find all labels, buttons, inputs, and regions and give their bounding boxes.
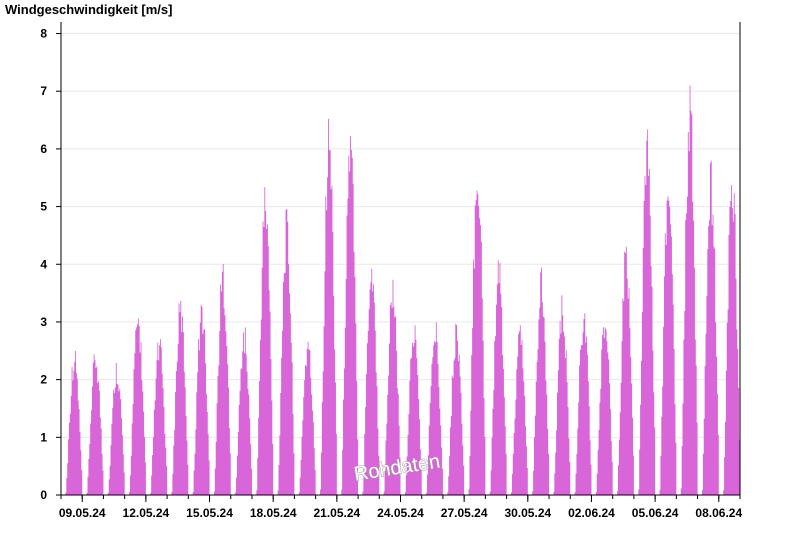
x-tick-label: 27.05.24 — [441, 506, 488, 520]
x-tick-label: 15.05.24 — [186, 506, 233, 520]
x-tick-label: 18.05.24 — [250, 506, 297, 520]
x-tick-label: 12.05.24 — [123, 506, 170, 520]
wind-bars — [65, 85, 741, 495]
y-tick-label: 8 — [40, 27, 47, 41]
x-tick-label: 09.05.24 — [59, 506, 106, 520]
axes: 0 1 2 3 4 5 6 7 8 09.05.24 12.05.24 15.05.24 18.05.2… — [40, 22, 742, 520]
x-tick-label: 05.06.24 — [632, 506, 679, 520]
y-tick-label: 2 — [40, 373, 47, 387]
x-tick-label: 21.05.24 — [313, 506, 360, 520]
y-tick-label: 7 — [40, 84, 47, 98]
y-tick-label: 3 — [40, 315, 47, 329]
y-tick-label: 6 — [40, 142, 47, 156]
y-tick-label: 5 — [40, 200, 47, 214]
x-tick-label: 08.06.24 — [695, 506, 742, 520]
gridlines — [61, 33, 740, 438]
y-tick-label: 1 — [40, 430, 47, 444]
x-tick-label: 30.05.24 — [504, 506, 551, 520]
y-tick-label: 0 — [40, 488, 47, 502]
x-tick-label: 24.05.24 — [377, 506, 424, 520]
x-tick-label: 02.06.24 — [568, 506, 615, 520]
y-tick-label: 4 — [40, 257, 47, 271]
wind-speed-bars — [65, 85, 741, 495]
y-axis-title: Windgeschwindigkeit [m/s] — [5, 2, 172, 17]
